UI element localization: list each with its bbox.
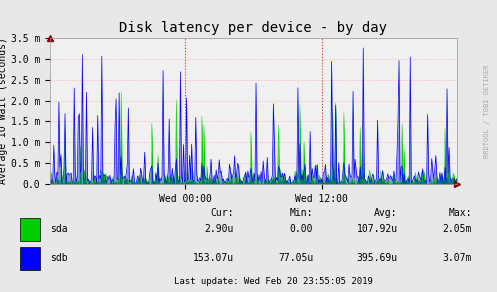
FancyBboxPatch shape [20,218,40,241]
Text: 153.07u: 153.07u [192,253,234,263]
Text: sda: sda [50,224,67,234]
Title: Disk latency per device - by day: Disk latency per device - by day [119,21,388,35]
Text: Min:: Min: [290,208,313,218]
Y-axis label: Average IO Wait (seconds): Average IO Wait (seconds) [0,38,8,184]
Text: 2.90u: 2.90u [204,224,234,234]
Text: 395.69u: 395.69u [356,253,398,263]
Text: Cur:: Cur: [210,208,234,218]
Text: 3.07m: 3.07m [443,253,472,263]
Text: 0.00: 0.00 [290,224,313,234]
Text: 77.05u: 77.05u [278,253,313,263]
FancyBboxPatch shape [20,247,40,270]
Text: sdb: sdb [50,253,67,263]
Text: Last update: Wed Feb 20 23:55:05 2019: Last update: Wed Feb 20 23:55:05 2019 [174,277,373,286]
Text: 107.92u: 107.92u [356,224,398,234]
Text: RRDTOOL / TOBI OETIKER: RRDTOOL / TOBI OETIKER [484,64,490,158]
Text: 2.05m: 2.05m [443,224,472,234]
Text: Max:: Max: [449,208,472,218]
Text: Avg:: Avg: [374,208,398,218]
